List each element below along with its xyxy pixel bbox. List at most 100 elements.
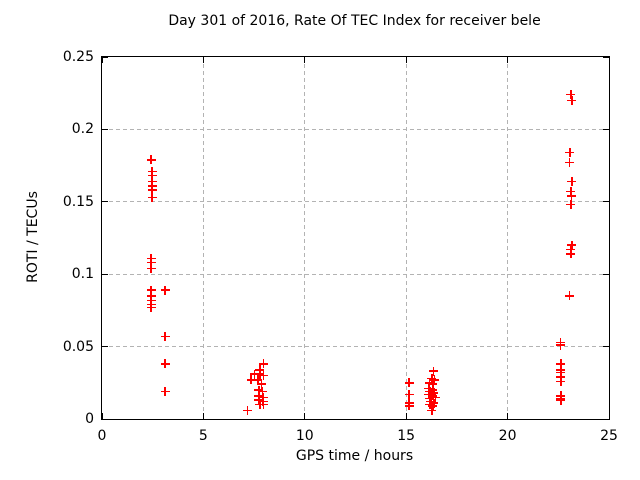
data-point <box>428 401 438 411</box>
data-point <box>249 369 259 379</box>
data-point <box>404 378 414 388</box>
y-tick <box>603 201 609 203</box>
y-tick <box>603 128 609 130</box>
data-point <box>565 148 575 158</box>
x-tick <box>405 413 407 419</box>
x-axis-label: GPS time / hours <box>295 448 414 464</box>
data-point <box>404 389 414 399</box>
data-point <box>567 177 577 187</box>
x-tick <box>202 413 204 419</box>
y-gridline <box>102 128 609 130</box>
data-point <box>424 389 434 399</box>
x-tick <box>507 413 509 419</box>
data-point <box>160 386 170 396</box>
y-gridline <box>102 201 609 203</box>
data-point <box>253 375 263 385</box>
y-gridline <box>102 273 609 275</box>
x-tick <box>608 57 610 63</box>
x-tick-label: 10 <box>295 428 314 444</box>
data-point <box>429 388 439 398</box>
data-point <box>564 158 574 168</box>
data-point <box>259 371 269 381</box>
x-gridline <box>507 57 509 419</box>
data-point <box>243 405 253 415</box>
data-point <box>146 263 156 273</box>
data-point <box>259 359 269 369</box>
data-point <box>146 155 156 165</box>
y-tick-label: 0.25 <box>62 49 94 65</box>
x-gridline <box>405 57 407 419</box>
data-point <box>425 394 435 404</box>
data-point <box>424 378 434 388</box>
data-point <box>257 379 267 389</box>
data-point <box>404 401 414 411</box>
data-point <box>255 369 265 379</box>
y-tick <box>102 201 108 203</box>
x-tick <box>101 57 103 63</box>
data-point <box>566 191 576 201</box>
data-point <box>556 395 566 405</box>
data-point <box>254 385 264 395</box>
y-tick <box>102 418 108 420</box>
data-point <box>428 379 438 389</box>
x-tick <box>202 57 204 63</box>
y-tick-label: 0.05 <box>62 338 94 355</box>
data-point <box>566 200 576 210</box>
y-tick <box>102 128 108 130</box>
x-tick <box>608 413 610 419</box>
y-gridline <box>102 346 609 348</box>
x-tick-label: 20 <box>498 428 517 444</box>
data-point <box>427 373 437 383</box>
x-gridline <box>202 57 204 419</box>
x-tick <box>304 57 306 63</box>
y-axis-label: ROTI / TECUs <box>25 191 41 283</box>
data-point <box>566 249 576 259</box>
y-tick <box>603 418 609 420</box>
data-point <box>429 398 439 408</box>
data-point <box>426 397 436 407</box>
data-point <box>566 90 576 100</box>
data-point <box>147 185 157 195</box>
data-point <box>556 376 566 386</box>
plot-area: 0 0.05 0.1 0.15 0.2 0.25 0 5 10 15 20 25 <box>63 49 618 444</box>
data-point <box>427 405 437 415</box>
data-point <box>428 385 438 395</box>
data-point <box>246 375 256 385</box>
data-point <box>567 95 577 105</box>
data-point <box>427 391 437 401</box>
data-point <box>160 331 170 341</box>
y-tick-label: 0 <box>85 411 94 427</box>
data-point <box>425 386 435 396</box>
x-tick-label: 5 <box>198 428 208 444</box>
y-tick-label: 0.2 <box>71 121 94 138</box>
x-tick <box>507 57 509 63</box>
data-point <box>146 258 156 268</box>
data-point <box>146 303 156 312</box>
data-point <box>160 285 170 295</box>
y-tick <box>603 56 609 58</box>
x-tick <box>101 413 103 419</box>
data-point <box>425 400 435 410</box>
data-point <box>556 359 566 369</box>
y-tick <box>102 56 108 58</box>
y-tick-label: 0.15 <box>62 193 94 210</box>
y-tick-label: 0.1 <box>71 266 94 283</box>
x-tick-label: 15 <box>397 428 416 444</box>
chart-title: Day 301 of 2016, Rate Of TEC Index for r… <box>168 13 541 29</box>
data-point <box>428 366 438 376</box>
data-point <box>254 395 264 405</box>
data-point <box>564 291 574 301</box>
y-tick <box>102 273 108 275</box>
x-tick-label: 25 <box>600 428 618 444</box>
x-tick-label: 0 <box>97 428 107 444</box>
data-point <box>259 400 269 410</box>
y-tick <box>603 273 609 275</box>
data-point <box>258 386 268 396</box>
data-point <box>147 192 157 202</box>
y-tick <box>102 346 108 348</box>
x-tick <box>405 57 407 63</box>
data-point <box>430 392 440 402</box>
data-point <box>567 240 577 250</box>
data-point <box>160 359 170 369</box>
